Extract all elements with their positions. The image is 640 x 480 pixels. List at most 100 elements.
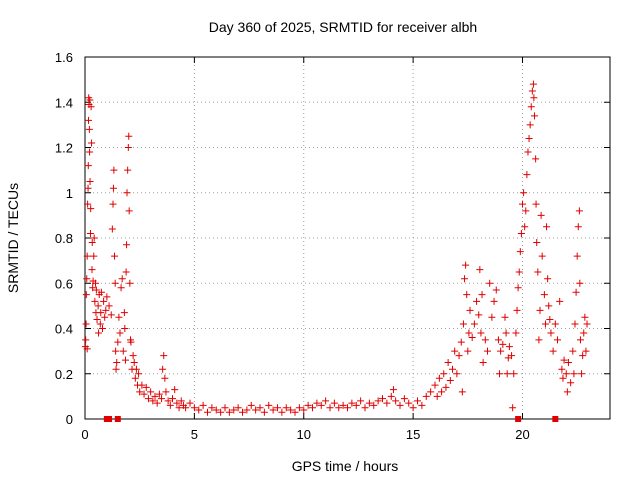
data-point [82,291,90,299]
data-point [537,211,545,219]
data-point [540,291,548,299]
data-point [514,284,522,292]
data-point [400,395,408,403]
data-point [468,334,476,342]
data-point [486,279,494,287]
data-point [309,404,316,412]
y-tick-label: 1.2 [55,141,73,156]
data-point [100,297,108,305]
data-point [121,325,129,332]
data-point [457,338,465,346]
data-point [449,365,456,373]
data-point [97,309,105,317]
data-point [547,329,555,337]
data-point [182,404,190,412]
data-point [461,275,469,283]
data-point [155,390,163,398]
data-point [135,370,143,378]
data-point [169,395,176,403]
data-point [582,347,590,355]
data-point [541,320,549,328]
data-point [99,325,106,332]
data-point [247,401,255,409]
data-point [112,365,120,373]
data-point [177,397,185,405]
data-point [195,406,203,414]
data-point [414,397,421,405]
data-point [95,329,103,337]
data-point [291,408,299,416]
data-point [166,401,174,409]
data-point [111,252,119,260]
data-point [162,388,170,396]
data-point [110,166,118,174]
data-point [479,358,487,366]
y-tick-label: 1.4 [55,95,73,110]
data-point [278,408,286,416]
data-point [576,279,584,287]
data-point [520,189,528,197]
data-point [481,336,489,344]
data-point [265,401,273,409]
data-point [463,291,471,299]
data-point [243,406,251,414]
data-point [147,388,155,396]
data-point [496,370,504,378]
y-tick-label: 0.2 [55,367,73,382]
data-point [107,311,115,319]
data-point [510,370,518,378]
data-point [313,399,321,407]
data-point [522,207,530,215]
data-point [84,184,92,192]
data-point [492,286,500,294]
data-point [534,268,542,276]
data-point [442,383,450,391]
data-point [256,404,264,412]
data-point [83,345,91,353]
x-tick-labels: 0 5 10 15 20 [81,427,529,442]
data-point [525,134,533,142]
data-point [138,381,146,389]
data-point [102,306,110,314]
data-point [221,404,229,412]
data-point [87,205,95,213]
data-point [523,171,531,179]
y-tick-label: 0.6 [55,276,73,291]
x-tick-label: 0 [81,427,88,442]
data-point [512,329,520,337]
data-point [438,388,446,396]
data-point [151,392,159,400]
data-point [357,397,365,405]
data-point [464,347,472,355]
data-point [161,374,169,382]
data-point [579,352,587,360]
data-point [144,395,152,403]
data-point [466,306,474,314]
data-point [549,347,557,355]
data-point [409,404,417,412]
data-point [335,404,343,412]
data-point [83,252,91,260]
data-point [575,207,583,215]
data-point [535,336,543,344]
data-point [260,408,268,416]
data-point [516,248,524,256]
data-point [108,225,116,233]
data-point [304,401,312,409]
data-point [405,399,413,407]
data-point [140,390,148,398]
data-point [130,358,138,366]
x-tick-label: 20 [515,427,529,442]
data-point [538,252,546,260]
data-point [86,96,94,104]
data-point [567,379,575,387]
data-point [217,408,225,416]
data-point [574,223,582,231]
data-point [120,309,128,317]
data-point [142,383,150,391]
data-point [127,338,135,346]
data-point [451,347,459,355]
data-point [569,347,577,355]
data-point [564,358,572,366]
